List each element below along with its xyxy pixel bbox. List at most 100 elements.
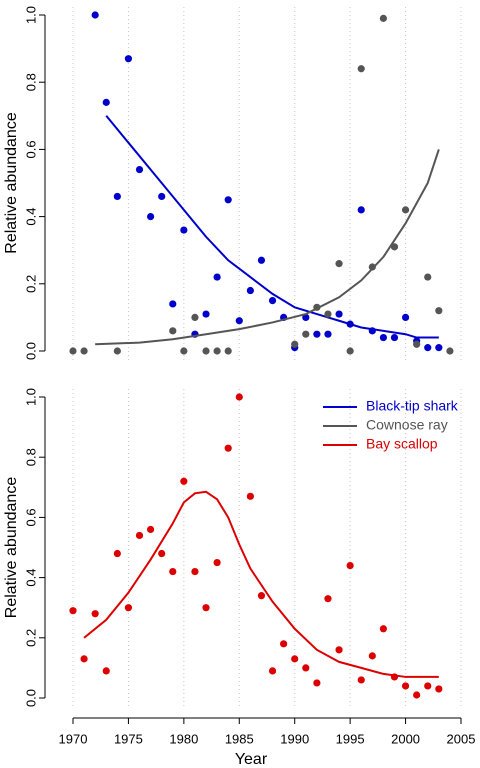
point <box>424 273 432 281</box>
point <box>135 165 144 174</box>
point <box>424 682 432 690</box>
point <box>91 610 99 618</box>
point <box>113 192 121 201</box>
y-tick-label: 0.8 <box>23 73 38 91</box>
fit-line <box>105 115 439 339</box>
point <box>357 206 365 214</box>
y-axis-label: Relative abundance <box>3 477 20 619</box>
point <box>224 196 232 204</box>
point <box>257 592 266 600</box>
legend-label: Cownose ray <box>366 417 448 433</box>
point <box>302 313 310 321</box>
y-tick-label: 0.2 <box>23 275 38 293</box>
point <box>246 286 254 295</box>
fit-line <box>83 490 439 678</box>
point <box>401 206 410 214</box>
point <box>335 260 343 268</box>
y-tick-label: 0.6 <box>23 140 38 158</box>
point <box>413 691 421 699</box>
point <box>191 313 199 321</box>
y-tick-label: 0.0 <box>23 689 38 707</box>
point <box>224 444 232 452</box>
point <box>435 344 443 352</box>
point <box>368 327 376 335</box>
point <box>302 330 310 338</box>
point <box>191 567 199 576</box>
point <box>124 55 133 63</box>
x-tick-label: 1985 <box>225 731 254 746</box>
y-tick-label: 0.2 <box>23 629 38 647</box>
x-tick-label: 2005 <box>447 731 476 746</box>
point <box>379 333 387 342</box>
point <box>158 192 166 201</box>
point <box>91 11 99 19</box>
point <box>213 273 221 281</box>
point <box>158 549 166 558</box>
y-axis-label: Relative abundance <box>3 112 20 254</box>
y-tick-label: 0.8 <box>23 448 38 466</box>
point <box>335 646 343 654</box>
y-tick-label: 0.4 <box>23 208 38 226</box>
point <box>257 256 266 264</box>
point <box>401 313 410 321</box>
x-tick-label: 1970 <box>59 731 88 746</box>
point <box>268 667 277 675</box>
x-tick-label: 1995 <box>336 731 365 746</box>
point <box>135 531 144 540</box>
x-tick-label: 1990 <box>280 731 309 746</box>
point <box>324 330 332 338</box>
point <box>368 263 376 271</box>
point <box>346 561 354 570</box>
point <box>180 226 188 234</box>
point <box>291 340 299 348</box>
x-tick-label: 2000 <box>391 731 420 746</box>
point <box>435 685 443 693</box>
point <box>202 604 210 612</box>
point <box>313 679 321 687</box>
point <box>401 682 410 690</box>
point <box>246 492 254 500</box>
point <box>313 330 321 338</box>
y-tick-label: 1.0 <box>23 6 38 24</box>
point <box>169 567 177 576</box>
point <box>390 243 399 251</box>
point <box>69 607 77 615</box>
x-tick-label: 1975 <box>114 731 143 746</box>
point <box>446 347 454 355</box>
point <box>169 300 177 308</box>
point <box>357 676 365 684</box>
point <box>357 65 365 73</box>
point <box>235 393 243 401</box>
point <box>435 307 443 315</box>
point <box>169 327 177 335</box>
point <box>379 14 387 22</box>
point <box>413 340 421 348</box>
point <box>390 673 399 681</box>
point <box>202 310 210 318</box>
x-tick-label: 1980 <box>169 731 198 746</box>
point <box>213 558 221 567</box>
legend-label: Bay scallop <box>366 436 438 452</box>
point <box>202 347 210 355</box>
point <box>346 347 354 355</box>
point <box>291 655 299 663</box>
point <box>335 310 343 318</box>
point <box>80 347 88 355</box>
x-axis-label: Year <box>235 751 268 768</box>
point <box>180 477 188 485</box>
point <box>346 320 354 328</box>
fit-line <box>95 149 440 346</box>
point <box>113 347 121 355</box>
point <box>390 333 399 342</box>
point <box>280 640 288 648</box>
point <box>224 347 232 355</box>
point <box>324 310 332 318</box>
point <box>180 347 188 355</box>
point <box>102 98 110 106</box>
point <box>313 303 321 311</box>
legend-label: Black-tip shark <box>366 398 459 414</box>
point <box>147 525 155 534</box>
point <box>302 664 310 672</box>
point <box>147 213 155 221</box>
